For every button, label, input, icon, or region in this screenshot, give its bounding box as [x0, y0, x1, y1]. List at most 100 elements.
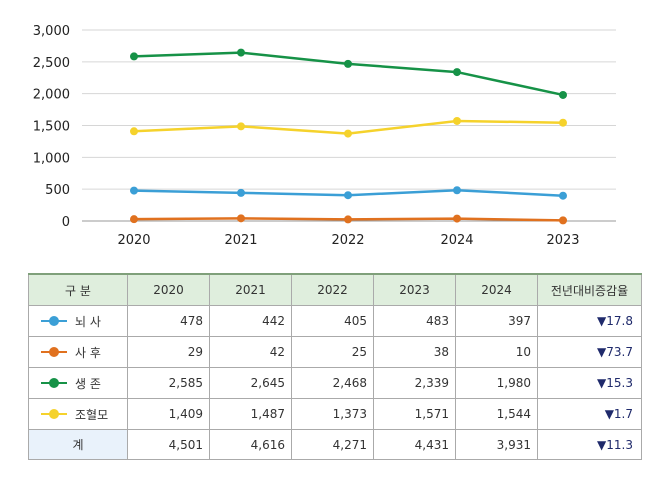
data-point: [559, 90, 567, 99]
table-cell: 4,501: [127, 429, 210, 460]
table-cell: 2,468: [291, 367, 374, 399]
table-cell: 4,431: [373, 429, 456, 460]
y-tick-label: 500: [45, 183, 70, 198]
change-cell: ▼11.3: [537, 429, 642, 460]
change-cell: ▼17.8: [537, 305, 642, 337]
data-point: [344, 215, 352, 224]
series-조혈모: [130, 116, 567, 138]
y-axis-ticks: 3,000 2,500 2,000 1,500 1,000 500 0: [33, 24, 70, 230]
table-cell: 478: [127, 305, 210, 337]
table-cell: 1,487: [209, 398, 292, 430]
row-category: 뇌 사: [28, 305, 128, 337]
series-사후: [130, 214, 567, 225]
data-point: [453, 214, 461, 223]
y-tick-label: 2,000: [33, 88, 70, 103]
header-category: 구 분: [28, 273, 128, 306]
table-cell: 1,980: [455, 367, 538, 399]
x-tick-label: 2023: [546, 233, 579, 248]
header-2024: 2024: [455, 273, 538, 306]
data-point: [130, 127, 138, 136]
row-category: 조혈모: [28, 398, 128, 430]
series-lines: [130, 48, 567, 225]
y-tick-label: 1,500: [33, 120, 70, 135]
legend-marker-icon: [41, 315, 67, 327]
table-cell: 4,271: [291, 429, 374, 460]
table-header-row: 구 분 2020 2021 2022 2023 2024 전년대비증감율: [28, 273, 642, 306]
y-tick-label: 0: [62, 215, 70, 230]
legend-marker-icon: [41, 377, 67, 389]
x-tick-label: 2021: [224, 233, 257, 248]
table-cell: 1,544: [455, 398, 538, 430]
data-point: [130, 186, 138, 195]
row-label: 뇌 사: [75, 314, 101, 329]
gridlines: [82, 29, 616, 222]
data-point: [344, 129, 352, 138]
y-tick-label: 2,500: [33, 56, 70, 71]
table-cell: 2,585: [127, 367, 210, 399]
table-cell: 1,571: [373, 398, 456, 430]
data-point: [237, 48, 245, 57]
table-cell: 10: [455, 336, 538, 368]
table-cell: 1,373: [291, 398, 374, 430]
row-category: 계: [28, 429, 128, 460]
table-body: 뇌 사 478 442 405 483 397 ▼17.8 사 후 29 42 25 38 10 ▼73.…: [28, 305, 642, 460]
data-point: [237, 214, 245, 223]
header-change: 전년대비증감율: [537, 273, 642, 306]
y-tick-label: 3,000: [33, 24, 70, 39]
data-point: [559, 191, 567, 200]
data-point: [237, 122, 245, 131]
row-label: 생 존: [75, 376, 101, 391]
change-cell: ▼1.7: [537, 398, 642, 430]
data-point: [559, 118, 567, 127]
line-chart: 3,000 2,500 2,000 1,500 1,000 500 0 2020 2021 20…: [33, 24, 616, 248]
x-axis-ticks: 2020 2021 2022 2024 2023: [117, 233, 579, 248]
data-point: [344, 191, 352, 200]
table-cell: 397: [455, 305, 538, 337]
table-cell: 29: [127, 336, 210, 368]
y-tick-label: 1,000: [33, 151, 70, 166]
data-point: [453, 68, 461, 77]
x-tick-label: 2020: [117, 233, 150, 248]
data-point: [237, 188, 245, 197]
table-row: 뇌 사 478 442 405 483 397 ▼17.8: [28, 305, 642, 337]
table-cell: 38: [373, 336, 456, 368]
table-cell: 2,645: [209, 367, 292, 399]
header-2023: 2023: [373, 273, 456, 306]
table-cell: 3,931: [455, 429, 538, 460]
data-point: [453, 116, 461, 125]
series-생존: [130, 48, 567, 99]
table-cell: 25: [291, 336, 374, 368]
data-point: [453, 186, 461, 195]
table-row: 생 존 2,585 2,645 2,468 2,339 1,980 ▼15.3: [28, 367, 642, 399]
row-category: 생 존: [28, 367, 128, 399]
row-label: 조혈모: [75, 407, 109, 422]
table-row: 조혈모 1,409 1,487 1,373 1,571 1,544 ▼1.7: [28, 398, 642, 430]
legend-marker-icon: [41, 408, 67, 420]
table-total-row: 계 4,501 4,616 4,271 4,431 3,931 ▼11.3: [28, 429, 642, 460]
header-2020: 2020: [127, 273, 210, 306]
data-point: [559, 216, 567, 225]
row-label: 계: [72, 438, 84, 452]
series-뇌사: [130, 186, 567, 200]
table-cell: 442: [209, 305, 292, 337]
change-cell: ▼15.3: [537, 367, 642, 399]
header-2022: 2022: [291, 273, 374, 306]
row-category: 사 후: [28, 336, 128, 368]
table-cell: 1,409: [127, 398, 210, 430]
legend-marker-icon: [41, 346, 67, 358]
data-point: [130, 215, 138, 224]
data-point: [130, 52, 138, 61]
x-tick-label: 2024: [440, 233, 473, 248]
table-cell: 483: [373, 305, 456, 337]
data-table: 구 분 2020 2021 2022 2023 2024 전년대비증감율 뇌 사…: [28, 273, 642, 460]
table-cell: 405: [291, 305, 374, 337]
table-cell: 42: [209, 336, 292, 368]
data-point: [344, 59, 352, 68]
table-cell: 2,339: [373, 367, 456, 399]
header-2021: 2021: [209, 273, 292, 306]
row-label: 사 후: [75, 345, 101, 360]
change-cell: ▼73.7: [537, 336, 642, 368]
table-row: 사 후 29 42 25 38 10 ▼73.7: [28, 336, 642, 368]
table-cell: 4,616: [209, 429, 292, 460]
series-line: [133, 51, 564, 97]
